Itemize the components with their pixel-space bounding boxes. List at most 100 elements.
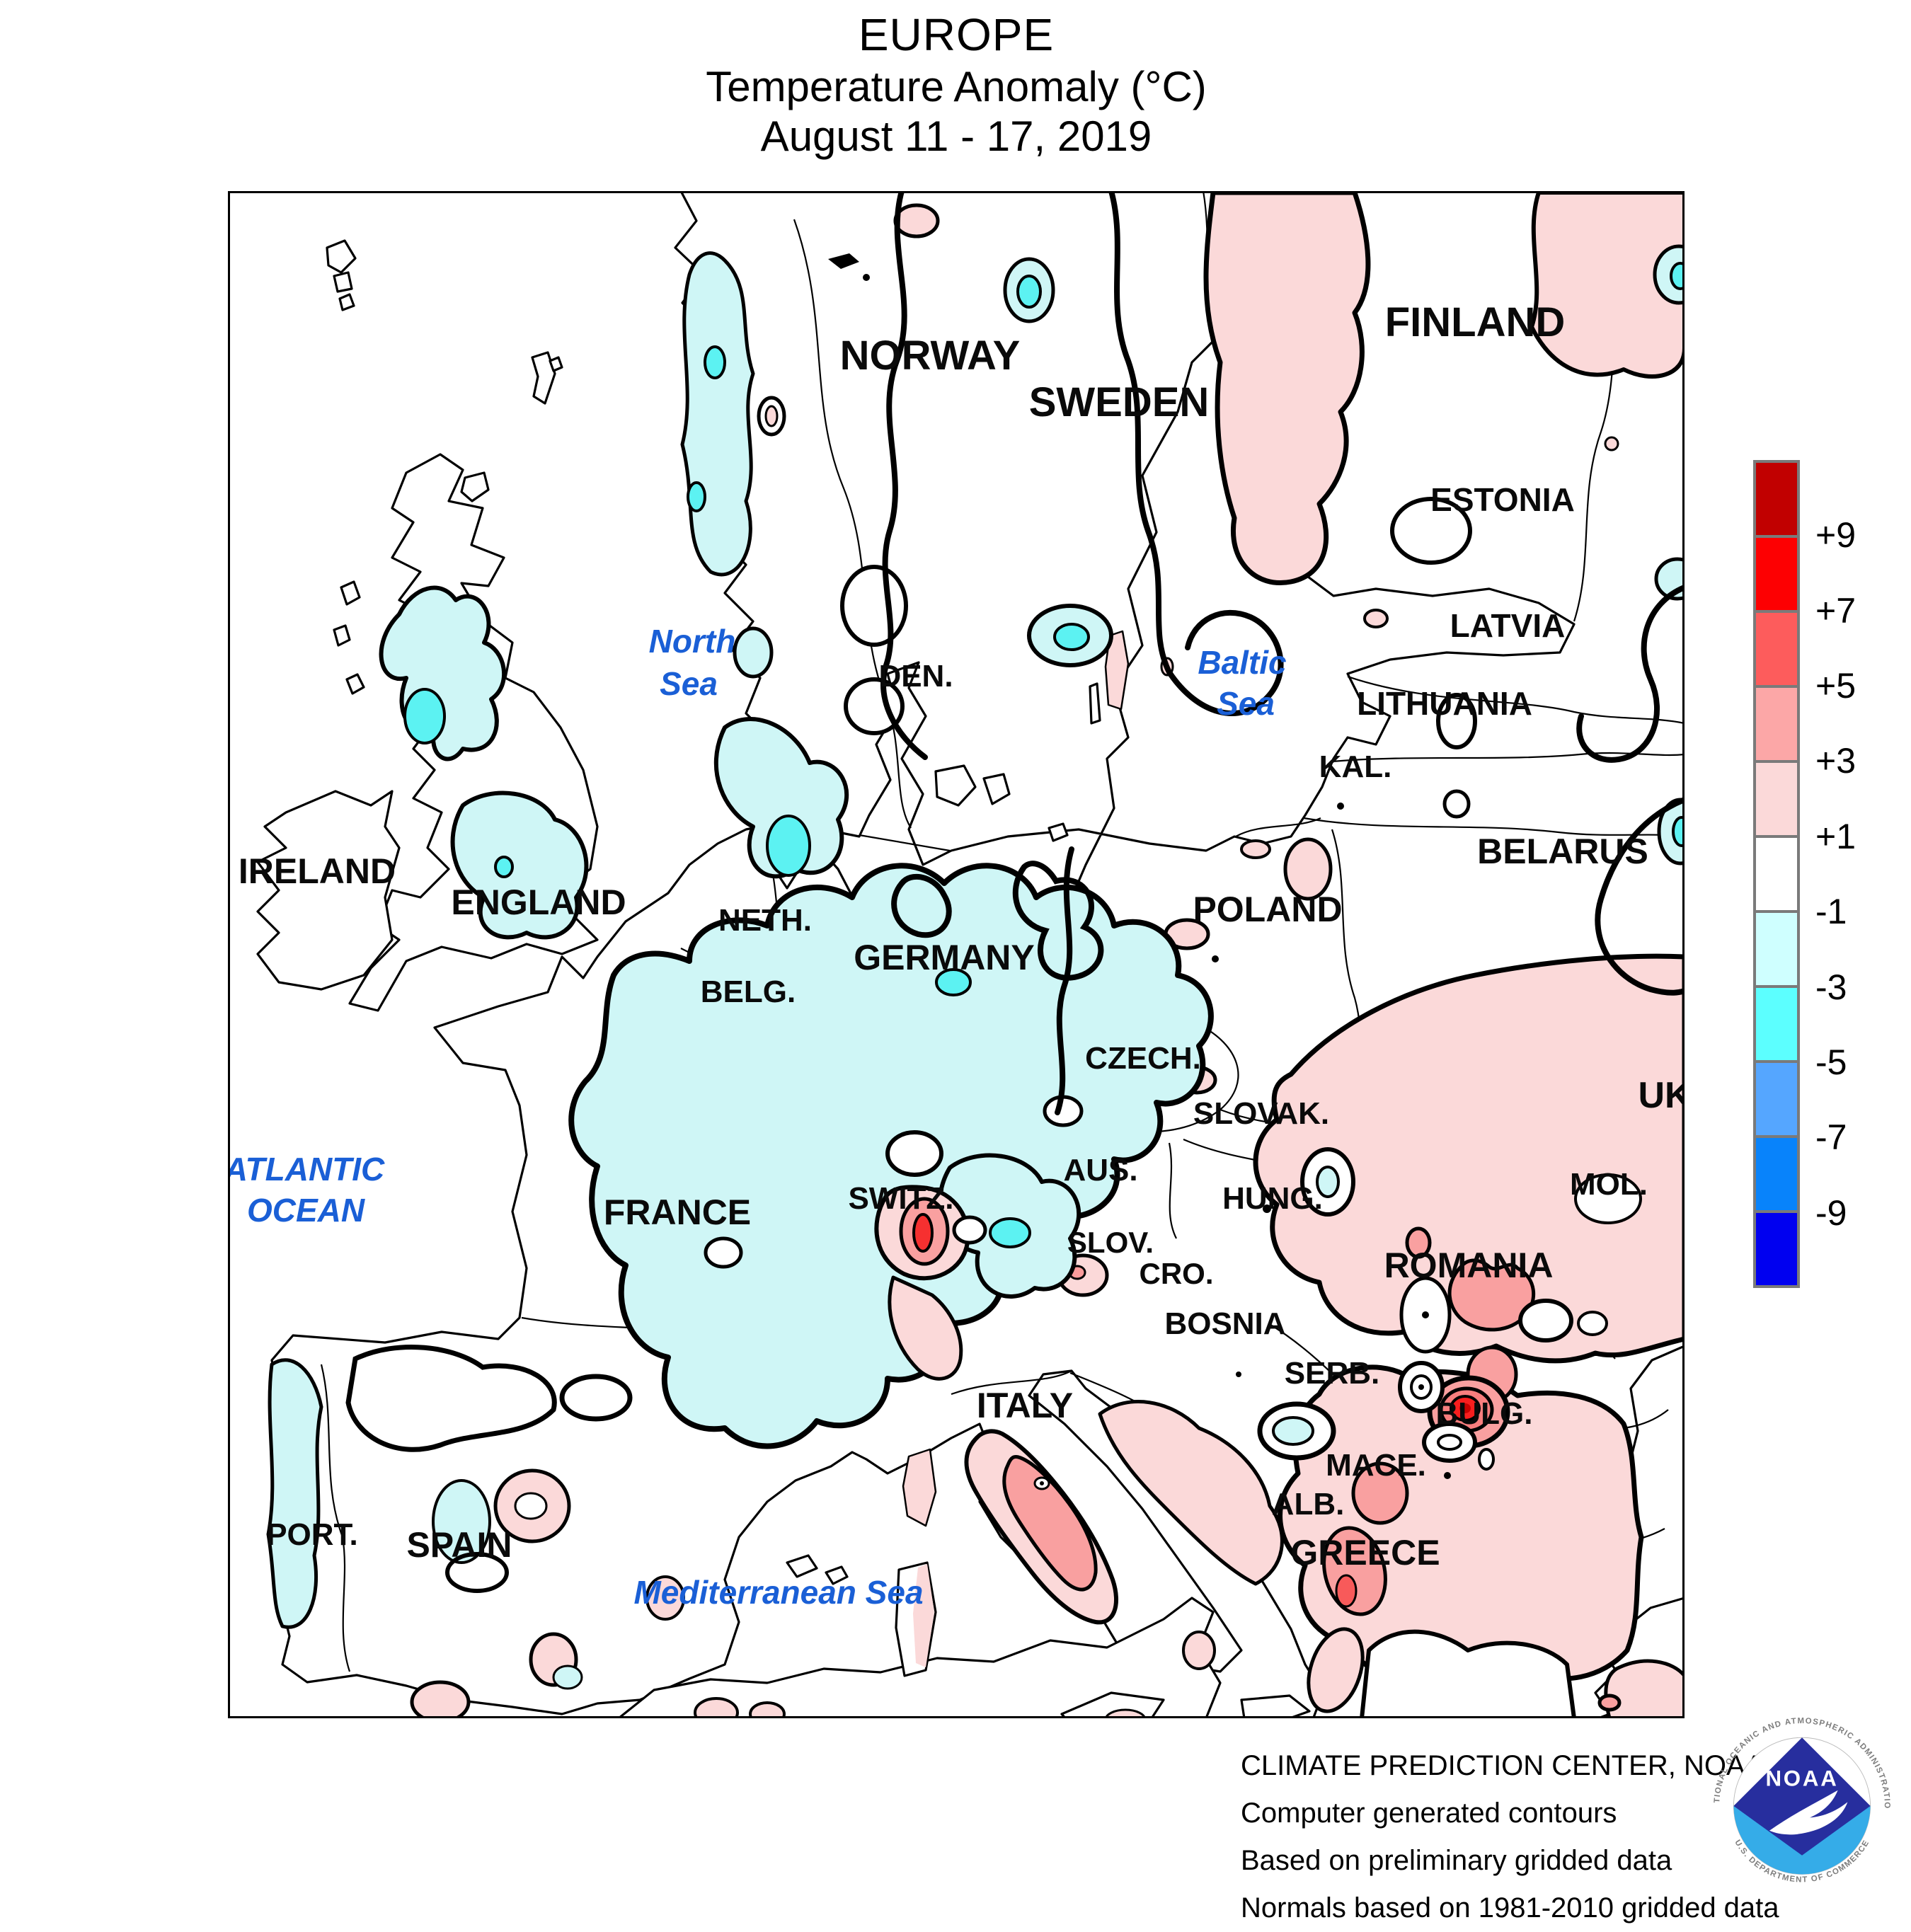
sea-label-sea: Sea [660, 665, 718, 702]
country-label-kal: KAL. [1319, 749, 1392, 784]
map-geometry [704, 1236, 743, 1269]
map-geometry [1089, 682, 1101, 725]
country-label-neth: NETH. [718, 903, 812, 938]
europe-anomaly-map: North Sea Baltic Sea ATLANTIC OCEAN Mediterran… [228, 191, 1685, 1718]
map-geometry [326, 239, 357, 274]
map-geometry [338, 293, 355, 311]
sea-label-ocean: OCEAN [247, 1192, 365, 1229]
map-geometry [1672, 816, 1685, 847]
map-geometry [844, 677, 905, 735]
norway-coast-cool-patch [680, 251, 755, 577]
map-geometry [1040, 1481, 1044, 1485]
country-label-serb: SERB. [1285, 1356, 1379, 1391]
colorbar-tick-+5: +5 [1815, 666, 1857, 706]
crete [1240, 1694, 1311, 1718]
colorbar-segment [1756, 910, 1797, 985]
map-geometry [1182, 1631, 1216, 1670]
greece-warm-lobe [1307, 1627, 1365, 1713]
colorbar-segment [1756, 1210, 1797, 1285]
map-geometry [1055, 846, 1074, 1115]
map-geometry [840, 565, 908, 647]
map-geometry [549, 356, 563, 372]
colorbar-tick--5: -5 [1815, 1042, 1847, 1082]
map-geometry [1212, 955, 1219, 962]
map-geometry [1048, 822, 1069, 842]
map-geometry [340, 580, 361, 606]
map-geometry [333, 624, 351, 647]
map-frame [228, 191, 1685, 1718]
map-geometry [704, 345, 726, 379]
country-label-port: PORT. [266, 1517, 358, 1552]
country-label-poland: POLAND [1193, 890, 1342, 929]
map-geometry [1335, 1574, 1358, 1608]
colorbar-labels: +9 +7 +5 +3 +1 -1 -3 -5 -7 -9 [1815, 460, 1907, 1288]
logo-seagull-icon [1769, 1790, 1848, 1835]
country-label-bosnia: BOSNIA [1164, 1306, 1285, 1341]
map-geometry [1459, 1403, 1471, 1413]
map-geometry [952, 1215, 987, 1245]
sea-label-baltic: Baltic [1198, 644, 1286, 681]
country-label-den: DEN. [878, 659, 953, 694]
country-label-bulg: BULG. [1436, 1396, 1533, 1431]
map-geometry [1360, 1629, 1576, 1718]
map-geometry [1016, 275, 1042, 309]
country-label-latvia: LATVIA [1450, 607, 1566, 644]
map-date-range: August 11 - 17, 2019 [760, 113, 1152, 161]
map-geometry [460, 471, 490, 502]
switzerland-hotspot [874, 1185, 970, 1381]
attribution-line-3: Based on preliminary gridded data [1241, 1845, 1672, 1876]
map-geometry [1597, 1694, 1622, 1712]
map-geometry [825, 1565, 849, 1585]
colorbar-segment [1756, 1135, 1797, 1210]
map-geometry [1422, 1311, 1429, 1318]
map-geometry [445, 1552, 509, 1593]
map-geometry [1235, 817, 1321, 837]
country-label-mace: MACE. [1326, 1448, 1426, 1483]
map-geometry [1283, 837, 1333, 901]
country-label-switz: SWITZ. [848, 1181, 953, 1216]
map-geometry [935, 968, 972, 996]
title-block: EUROPE Temperature Anomaly (°C) August 1… [228, 8, 1685, 162]
colorbar-tick--9: -9 [1815, 1192, 1847, 1233]
map-geometry [982, 773, 1011, 805]
map-geometry [1577, 1311, 1608, 1336]
map-geometry [1331, 752, 1685, 763]
map-geometry [880, 191, 928, 760]
colorbar [1753, 460, 1800, 1288]
map-geometry [645, 1575, 685, 1621]
logo-acronym: NOAA [1765, 1766, 1838, 1790]
map-geometry [1390, 497, 1472, 565]
finland-warm-patch [1203, 191, 1371, 585]
country-label-lithuania: LITHUANIA [1357, 685, 1532, 722]
country-label-hung: HUNG. [1222, 1181, 1323, 1216]
map-geometry [345, 1344, 557, 1452]
country-label-romania: ROMANIA [1384, 1246, 1554, 1285]
map-geometry [694, 1697, 739, 1718]
colorbar-tick-+7: +7 [1815, 590, 1857, 631]
england-cool-patch [450, 790, 589, 940]
country-label-germany: GERMANY [854, 938, 1035, 977]
map-geometry [1303, 817, 1685, 838]
portugal-cool-patch [266, 1358, 323, 1629]
map-geometry [888, 1275, 963, 1381]
country-label-belarus: BELARUS [1477, 832, 1648, 871]
map-geometry [749, 1701, 786, 1718]
map-title: EUROPE [858, 9, 1055, 60]
logo-darkblue-kite [1733, 1737, 1871, 1856]
dot-layer [828, 253, 1451, 1479]
map-geometry [1410, 1374, 1433, 1400]
map-geometry [432, 1479, 491, 1564]
colorbar-segment [1756, 610, 1797, 685]
map-geometry [494, 856, 514, 878]
map-geometry [1595, 797, 1685, 996]
map-geometry [687, 481, 706, 512]
country-label-alb: ALB. [1272, 1487, 1345, 1522]
turkey-warm-patch [1604, 1659, 1685, 1718]
map-geometry [863, 274, 870, 281]
map-geometry [1012, 861, 1104, 981]
ireland [256, 790, 401, 991]
colorbar-segment [1756, 835, 1797, 910]
country-label-spain: SPAIN [406, 1525, 512, 1565]
map-geometry [1405, 1226, 1432, 1259]
country-label-slov: SLOV. [1067, 1226, 1154, 1259]
